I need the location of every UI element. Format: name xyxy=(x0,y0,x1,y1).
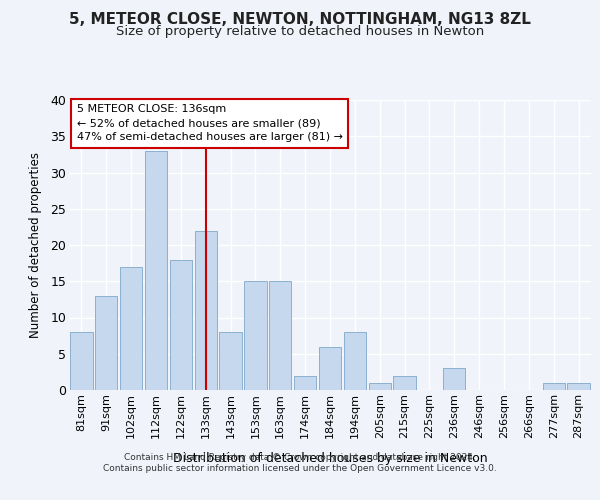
Bar xyxy=(194,230,217,390)
Text: 5 METEOR CLOSE: 136sqm
← 52% of detached houses are smaller (89)
47% of semi-det: 5 METEOR CLOSE: 136sqm ← 52% of detached… xyxy=(77,104,343,142)
Bar xyxy=(368,383,391,390)
Bar xyxy=(344,332,366,390)
Text: Contains HM Land Registry data © Crown copyright and database right 2024.: Contains HM Land Registry data © Crown c… xyxy=(124,452,476,462)
Bar xyxy=(542,383,565,390)
Text: Contains public sector information licensed under the Open Government Licence v3: Contains public sector information licen… xyxy=(103,464,497,473)
Bar xyxy=(269,281,292,390)
Bar xyxy=(294,376,316,390)
Text: 5, METEOR CLOSE, NEWTON, NOTTINGHAM, NG13 8ZL: 5, METEOR CLOSE, NEWTON, NOTTINGHAM, NG1… xyxy=(69,12,531,28)
Bar xyxy=(170,260,192,390)
Bar xyxy=(319,346,341,390)
Bar xyxy=(244,281,266,390)
Text: Size of property relative to detached houses in Newton: Size of property relative to detached ho… xyxy=(116,25,484,38)
Bar xyxy=(120,267,142,390)
Bar xyxy=(443,368,466,390)
Bar xyxy=(95,296,118,390)
Bar xyxy=(145,151,167,390)
Bar xyxy=(568,383,590,390)
Y-axis label: Number of detached properties: Number of detached properties xyxy=(29,152,42,338)
Bar xyxy=(70,332,92,390)
Bar xyxy=(220,332,242,390)
Bar xyxy=(394,376,416,390)
X-axis label: Distribution of detached houses by size in Newton: Distribution of detached houses by size … xyxy=(173,452,487,465)
